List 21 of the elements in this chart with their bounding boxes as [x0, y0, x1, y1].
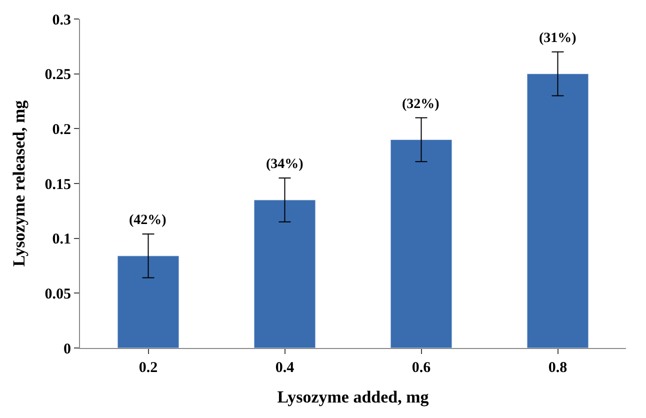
y-tick-label: 0 [64, 341, 71, 358]
annotation: (31%) [539, 31, 577, 46]
bar [254, 200, 316, 348]
annotation: (42%) [129, 213, 167, 228]
bar [526, 74, 589, 348]
bar [390, 139, 452, 348]
annotation: (32%) [402, 97, 440, 112]
y-tick-label: 0.3 [52, 12, 71, 28]
y-tick-label: 0.05 [44, 286, 71, 302]
x-tick-label: 0.8 [548, 360, 568, 376]
x-axis-title: Lysozyme added, mg [277, 387, 430, 406]
y-tick-label: 0.2 [52, 122, 71, 138]
x-tick-label: 0.4 [275, 360, 295, 376]
y-tick-label: 0.1 [52, 232, 71, 248]
y-tick-label: 0.15 [44, 176, 71, 193]
x-tick-label: 0.2 [138, 360, 158, 376]
bar [117, 256, 180, 348]
x-tick-label: 0.6 [412, 360, 432, 376]
y-axis-title: Lysozyme released, mg [9, 100, 28, 267]
annotation: (34%) [266, 157, 304, 172]
y-tick-label: 0.25 [44, 67, 71, 84]
